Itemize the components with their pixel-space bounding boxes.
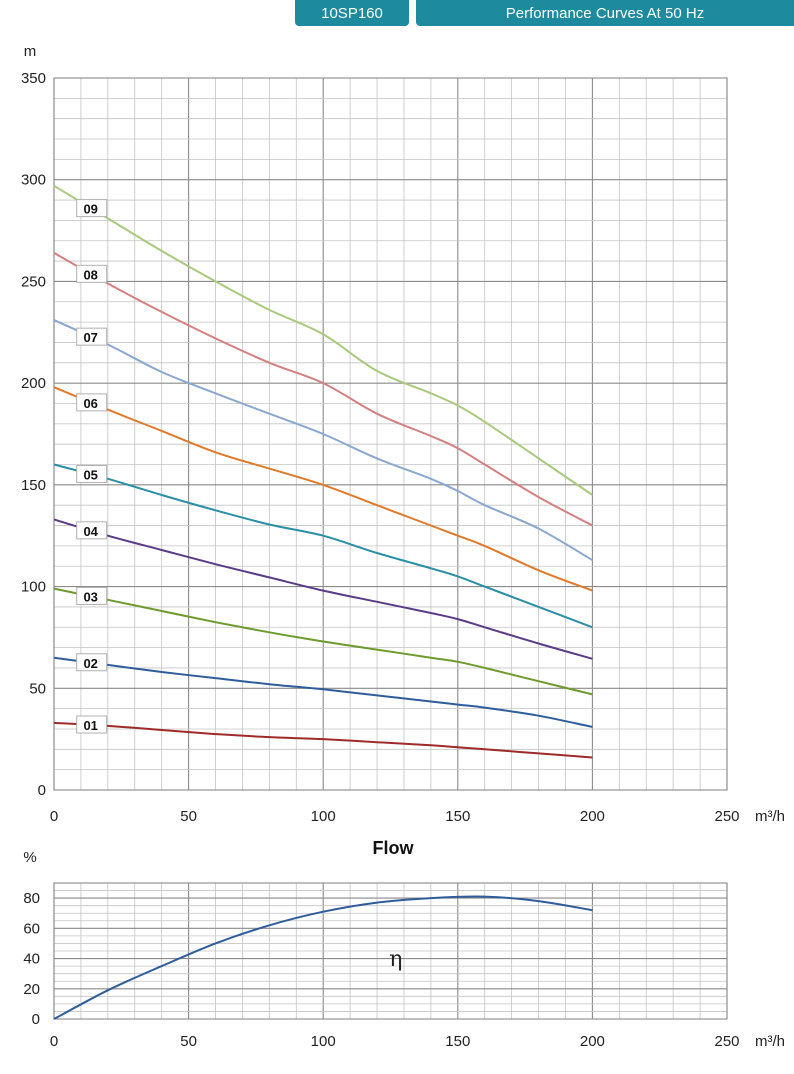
series-label-box xyxy=(76,199,108,218)
series-label-text: 07 xyxy=(83,330,97,345)
series-label-text: 04 xyxy=(83,524,98,539)
efficiency-chart-grid xyxy=(53,882,728,1020)
eff-x-axis-unit: m³/h xyxy=(755,1033,785,1050)
x-axis-title: Flow xyxy=(373,838,415,858)
head-curve-08 xyxy=(53,252,593,527)
series-label-box xyxy=(76,464,108,483)
title-tab: Performance Curves At 50 Hz xyxy=(416,0,794,26)
series-label-box xyxy=(76,327,108,346)
series-label-07: 07 xyxy=(76,327,108,346)
head-x-tick-label: 200 xyxy=(580,808,605,825)
series-label-box xyxy=(76,264,108,283)
head-curve-07 xyxy=(53,319,593,561)
series-label-text: 03 xyxy=(83,589,97,604)
head-y-tick-label: 150 xyxy=(21,477,46,494)
eff-x-tick-label: 200 xyxy=(580,1033,605,1050)
series-label-box xyxy=(76,715,108,734)
efficiency-annotation: η xyxy=(389,947,402,972)
head-x-axis-unit: m³/h xyxy=(755,808,785,825)
head-curve-01 xyxy=(53,721,593,759)
efficiency-curve xyxy=(53,895,593,1020)
eff-y-axis-label: % xyxy=(23,849,36,866)
series-label-05: 05 xyxy=(76,464,108,483)
series-label-09: 09 xyxy=(76,199,108,218)
head-x-tick-label: 250 xyxy=(714,808,739,825)
series-label-08: 08 xyxy=(76,264,108,283)
series-label-box xyxy=(76,586,108,605)
series-label-03: 03 xyxy=(76,586,108,605)
head-x-tick-label: 50 xyxy=(180,808,197,825)
eff-y-tick-label: 60 xyxy=(23,920,40,937)
series-label-text: 05 xyxy=(83,467,97,482)
head-plot-frame xyxy=(53,77,728,791)
head-x-tick-label: 150 xyxy=(445,808,470,825)
series-label-box xyxy=(76,521,108,540)
eff-y-tick-label: 0 xyxy=(32,1011,40,1028)
head-y-tick-label: 350 xyxy=(21,70,46,87)
eff-plot-frame xyxy=(53,882,728,1020)
head-x-tick-label: 100 xyxy=(311,808,336,825)
series-label-text: 01 xyxy=(83,718,97,733)
head-curve-03 xyxy=(53,587,593,696)
series-label-02: 02 xyxy=(76,653,108,672)
series-label-box xyxy=(76,653,108,672)
head-curve-05 xyxy=(53,463,593,629)
eff-x-tick-label: 100 xyxy=(311,1033,336,1050)
head-y-tick-label: 250 xyxy=(21,273,46,290)
eff-x-tick-label: 150 xyxy=(445,1033,470,1050)
series-label-text: 08 xyxy=(83,267,97,282)
series-label-text: 09 xyxy=(83,202,97,217)
head-curve-04 xyxy=(53,518,593,660)
series-label-04: 04 xyxy=(76,521,108,540)
eff-y-tick-label: 40 xyxy=(23,951,40,968)
head-curve-06 xyxy=(53,386,593,592)
eff-y-tick-label: 80 xyxy=(23,890,40,907)
head-y-axis-label: m xyxy=(24,43,37,60)
head-y-tick-label: 300 xyxy=(21,172,46,189)
series-label-01: 01 xyxy=(76,715,108,734)
series-label-06: 06 xyxy=(76,393,108,412)
series-label-text: 06 xyxy=(83,396,97,411)
head-chart-grid xyxy=(53,77,728,791)
head-curve-09 xyxy=(53,184,593,496)
series-label-text: 02 xyxy=(83,656,97,671)
series-label-box xyxy=(76,393,108,412)
head-curve-02 xyxy=(53,656,593,728)
head-x-tick-label: 0 xyxy=(50,808,58,825)
head-y-tick-label: 200 xyxy=(21,375,46,392)
eff-y-tick-label: 20 xyxy=(23,981,40,998)
head-y-tick-label: 0 xyxy=(38,782,46,799)
eff-x-tick-label: 50 xyxy=(180,1033,197,1050)
head-y-tick-label: 100 xyxy=(21,579,46,596)
head-y-tick-label: 50 xyxy=(29,680,46,697)
eff-x-tick-label: 0 xyxy=(50,1033,58,1050)
model-tab: 10SP160 xyxy=(295,0,409,26)
eff-x-tick-label: 250 xyxy=(714,1033,739,1050)
